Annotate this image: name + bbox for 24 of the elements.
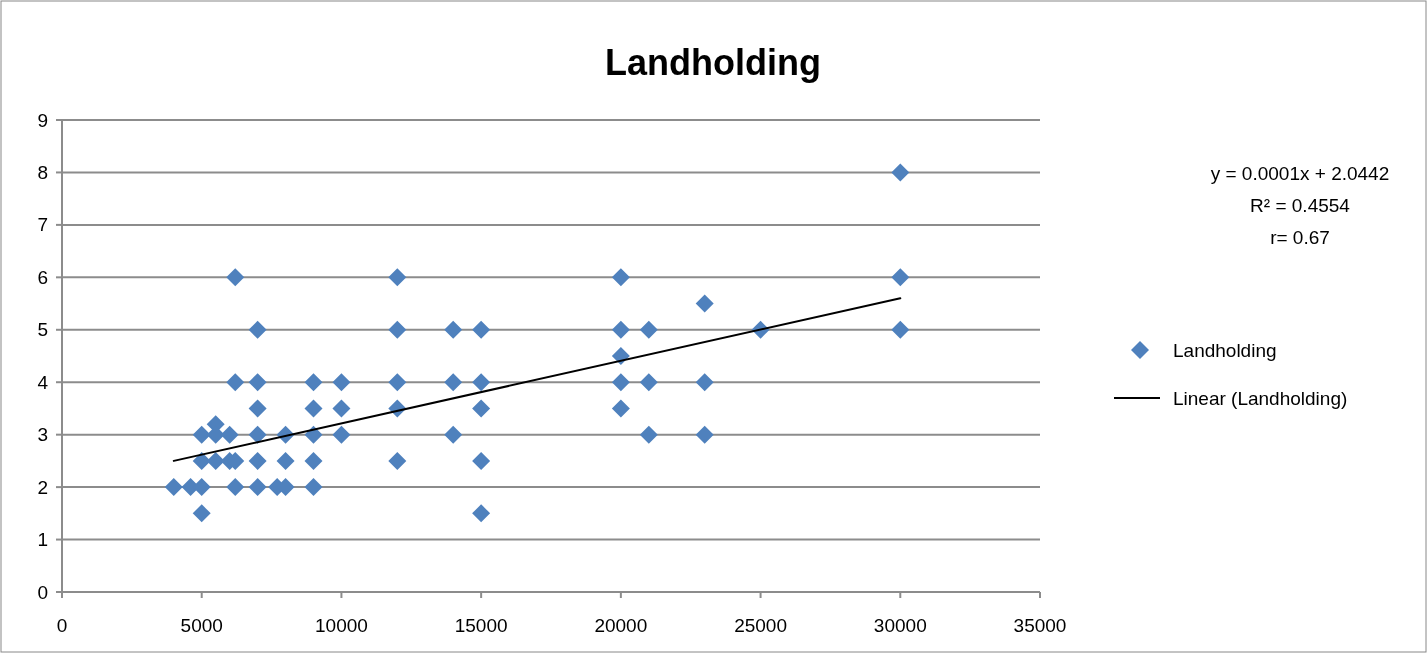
y-tick-label: 5	[37, 319, 48, 341]
x-tick-label: 30000	[873, 615, 927, 636]
y-tick-label: 3	[37, 424, 48, 446]
x-tick-label: 5000	[180, 615, 223, 636]
y-tick-label: 2	[37, 476, 48, 498]
y-tick-label: 4	[37, 371, 49, 393]
text: R² = 0.4554	[1250, 195, 1351, 216]
x-tick-label: 35000	[1013, 615, 1067, 636]
legend-label: Landholding	[1173, 339, 1277, 361]
x-tick-label: 0	[56, 615, 68, 636]
y-tick-label: 1	[37, 529, 48, 551]
x-tick-label: 10000	[315, 615, 368, 636]
legend-label: Linear (Landholding)	[1173, 387, 1348, 409]
text: r= 0.67	[1270, 227, 1330, 248]
y-tick-label: 9	[37, 109, 48, 131]
y-tick-label: 8	[37, 161, 48, 183]
text: y = 0.0001x + 2.0442	[1210, 163, 1390, 184]
x-tick-label: 15000	[454, 615, 508, 636]
y-tick-label: 0	[37, 581, 48, 603]
x-tick-label: 20000	[594, 615, 648, 636]
x-tick-label: 25000	[734, 615, 787, 636]
y-tick-label: 7	[37, 214, 48, 236]
y-tick-label: 6	[37, 266, 48, 288]
chart-title: Landholding	[605, 42, 821, 83]
